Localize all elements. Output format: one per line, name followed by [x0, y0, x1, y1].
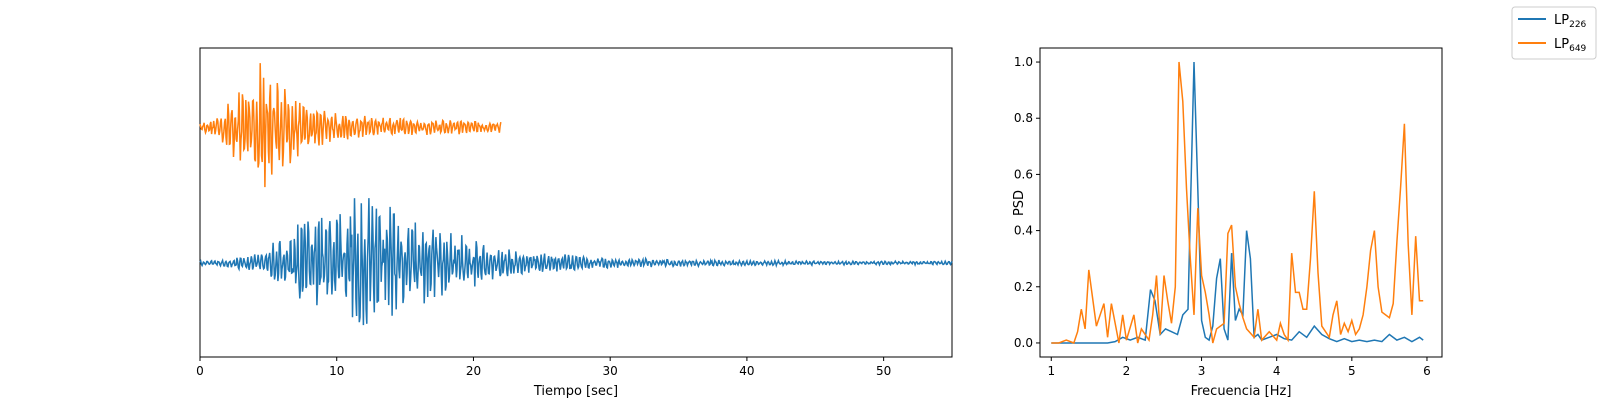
waveform-x-tick-label: 50	[876, 364, 891, 378]
waveform-x-tick-label: 0	[196, 364, 204, 378]
legend: LP226 LP649	[1511, 6, 1597, 60]
legend-label-lp649-sub: 649	[1569, 44, 1586, 54]
legend-label-lp226-sub: 226	[1569, 20, 1586, 30]
psd-y-axis-label: PSD	[1012, 190, 1027, 216]
psd-y-tick-label: 1.0	[1014, 55, 1033, 69]
waveform-panel: 0 10 20 30 40 50 Tiempo [sec]	[196, 47, 953, 399]
psd-line-lp649	[1051, 61, 1424, 344]
waveform-line-lp649	[199, 63, 502, 188]
legend-label-lp226-base: LP	[1554, 13, 1569, 28]
legend-label-lp226: LP226	[1554, 13, 1587, 30]
legend-label-lp649: LP649	[1554, 37, 1587, 54]
waveform-series-group	[199, 63, 953, 326]
psd-panel: 1 2 3 4 5 6 0.0 0.2 0.4 0.6 0.8 1.0 Frecuencia [Hz…	[1012, 47, 1443, 399]
psd-x-tick-label: 2	[1123, 364, 1131, 378]
legend-label-lp649-base: LP	[1554, 37, 1569, 52]
psd-line-lp226	[1051, 61, 1424, 344]
psd-y-tick-label: 0.2	[1014, 280, 1033, 294]
psd-x-tick-label: 1	[1047, 364, 1055, 378]
psd-y-tick-label: 0.4	[1014, 224, 1033, 238]
waveform-x-axis-label: Tiempo [sec]	[533, 384, 618, 399]
psd-x-tick-label: 4	[1273, 364, 1281, 378]
waveform-x-ticks: 0 10 20 30 40 50	[196, 357, 891, 378]
psd-y-ticks: 0.0 0.2 0.4 0.6 0.8 1.0	[1014, 55, 1040, 350]
waveform-axes-frame	[199, 47, 953, 358]
psd-y-tick-label: 0.8	[1014, 111, 1033, 125]
psd-series-group	[1051, 61, 1424, 344]
psd-x-tick-label: 6	[1423, 364, 1431, 378]
psd-x-axis-label: Frecuencia [Hz]	[1191, 384, 1292, 399]
psd-x-tick-label: 5	[1348, 364, 1356, 378]
psd-y-tick-label: 0.0	[1014, 336, 1033, 350]
psd-x-ticks: 1 2 3 4 5 6	[1047, 357, 1431, 378]
waveform-x-tick-label: 40	[739, 364, 754, 378]
waveform-x-tick-label: 30	[603, 364, 618, 378]
waveform-x-tick-label: 10	[329, 364, 344, 378]
psd-y-tick-label: 0.6	[1014, 167, 1033, 181]
waveform-x-tick-label: 20	[466, 364, 481, 378]
psd-axes-frame	[1039, 47, 1443, 358]
waveform-line-lp226	[199, 198, 953, 326]
psd-x-tick-label: 3	[1198, 364, 1206, 378]
